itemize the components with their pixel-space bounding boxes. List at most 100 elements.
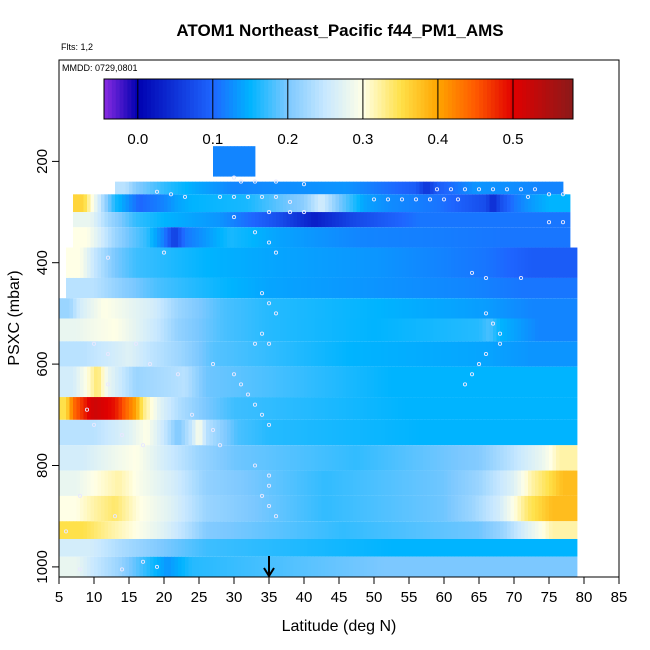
heatmap-cell — [496, 298, 501, 319]
heatmap-cell — [559, 212, 564, 228]
heatmap-cell — [290, 556, 294, 577]
heatmap-cell — [472, 341, 476, 367]
heatmap-cell — [461, 277, 466, 299]
heatmap-cell — [398, 470, 403, 496]
colorbar-frame — [103, 78, 574, 120]
heatmap-cell — [108, 277, 112, 299]
data-point — [210, 362, 216, 367]
heatmap-cell — [444, 298, 448, 319]
heatmap-cell — [244, 181, 249, 195]
heatmap-cell — [115, 397, 119, 420]
heatmap-cell — [538, 556, 543, 577]
heatmap-cell — [531, 341, 536, 367]
heatmap-cell — [444, 495, 448, 522]
heatmap-cell — [157, 397, 161, 420]
heatmap-cell — [272, 556, 277, 577]
heatmap-cell — [153, 212, 158, 228]
heatmap-cell — [363, 470, 368, 496]
heatmap-cell — [486, 470, 490, 496]
heatmap-cell — [500, 538, 504, 557]
heatmap-cell — [94, 556, 98, 577]
heatmap-cell — [503, 538, 508, 557]
heatmap-cell — [517, 419, 522, 446]
heatmap-cell — [458, 277, 462, 299]
heatmap-cell — [409, 521, 413, 539]
heatmap-cell — [545, 247, 550, 278]
heatmap-cell — [433, 318, 438, 342]
heatmap-cell — [241, 298, 245, 319]
heatmap-cell — [132, 298, 137, 319]
heatmap-cell — [461, 227, 466, 248]
heatmap-cell — [479, 470, 483, 496]
heatmap-cell — [423, 556, 427, 577]
heatmap-cell — [391, 397, 396, 420]
heatmap-cell — [416, 556, 420, 577]
heatmap-cell — [167, 419, 172, 446]
heatmap-cell — [258, 521, 263, 539]
heatmap-cell — [444, 556, 448, 577]
heatmap-cell — [416, 318, 420, 342]
heatmap-cell — [290, 212, 294, 228]
heatmap-cell — [381, 538, 385, 557]
heatmap-cell — [325, 212, 329, 228]
heatmap-cell — [335, 397, 340, 420]
heatmap-cell — [437, 556, 441, 577]
x-tick-label: 55 — [401, 589, 418, 606]
heatmap-cell — [528, 298, 532, 319]
heatmap-cell — [426, 538, 431, 557]
heatmap-cell — [507, 419, 511, 446]
heatmap-cell — [160, 277, 165, 299]
heatmap-cell — [398, 341, 403, 367]
heatmap-cell — [374, 181, 378, 195]
heatmap-cell — [409, 318, 413, 342]
heatmap-cell — [370, 470, 375, 496]
heatmap-cell — [325, 397, 329, 420]
colorbar-swatch — [299, 79, 304, 119]
heatmap-cell — [265, 538, 270, 557]
heatmap-cell — [73, 247, 77, 278]
heatmap-cell — [447, 341, 452, 367]
heatmap-cell — [262, 277, 266, 299]
heatmap-cell — [286, 277, 291, 299]
heatmap-cell — [73, 227, 77, 248]
heatmap-cell — [521, 445, 525, 471]
heatmap-cell — [115, 212, 119, 228]
heatmap-cell — [328, 556, 333, 577]
heatmap-cell — [402, 341, 406, 367]
heatmap-cell — [318, 247, 322, 278]
heatmap-cell — [360, 538, 364, 557]
heatmap-cell — [391, 247, 396, 278]
data-point — [273, 514, 279, 519]
heatmap-cell — [552, 495, 557, 522]
heatmap-cell — [97, 419, 102, 446]
heatmap-cell — [384, 194, 389, 213]
heatmap-cell — [209, 212, 214, 228]
heatmap-cell — [349, 556, 354, 577]
heatmap-cell — [486, 495, 490, 522]
heatmap-cell — [531, 495, 536, 522]
heatmap-cell — [335, 521, 340, 539]
heatmap-cell — [482, 470, 487, 496]
data-point — [105, 382, 111, 387]
heatmap-cell — [437, 470, 441, 496]
colorbar-swatch — [420, 79, 425, 119]
heatmap-cell — [167, 556, 172, 577]
heatmap-cell — [136, 318, 140, 342]
heatmap-cell — [521, 227, 525, 248]
heatmap-cell — [272, 495, 277, 522]
heatmap-cell — [195, 181, 200, 195]
heatmap-cell — [234, 212, 238, 228]
heatmap-cell — [195, 227, 200, 248]
heatmap-cell — [195, 495, 200, 522]
heatmap-cell — [500, 397, 504, 420]
heatmap-cell — [458, 341, 462, 367]
heatmap-cell — [367, 366, 371, 398]
heatmap-cell — [570, 298, 574, 319]
heatmap-cell — [286, 521, 291, 539]
heatmap-cell — [570, 318, 574, 342]
heatmap-cell — [241, 194, 245, 213]
heatmap-cell — [402, 298, 406, 319]
heatmap-cell — [307, 298, 312, 319]
heatmap-cell — [59, 366, 63, 398]
heatmap-cell — [244, 277, 249, 299]
